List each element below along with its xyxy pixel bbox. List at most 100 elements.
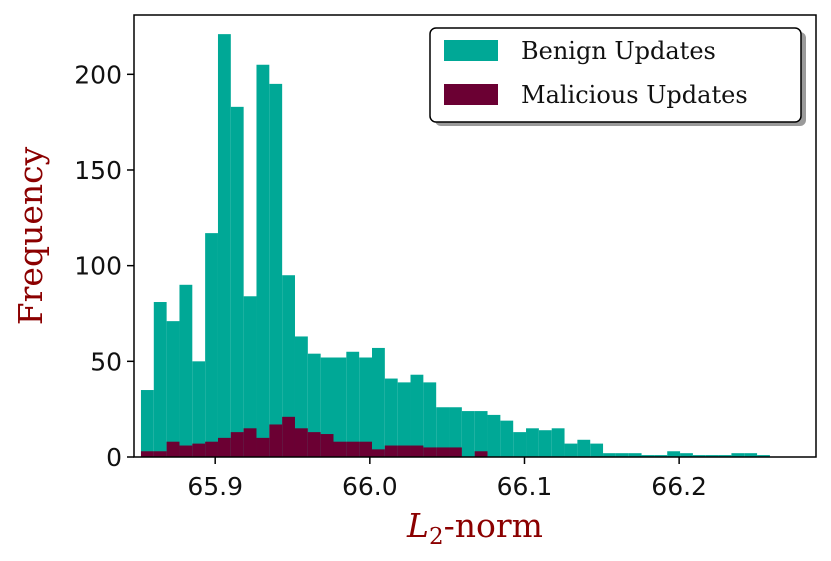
benign-bar xyxy=(500,420,514,457)
benign-bar xyxy=(551,428,565,457)
malicious-bar xyxy=(179,445,193,457)
malicious-bar xyxy=(217,437,231,457)
benign-bar xyxy=(384,378,398,457)
benign-bar xyxy=(346,351,360,457)
legend: Benign Updates Malicious Updates xyxy=(429,27,806,126)
benign-bar xyxy=(256,64,270,458)
benign-bar xyxy=(538,430,552,457)
malicious-bar xyxy=(384,445,398,457)
benign-bar xyxy=(307,353,321,457)
benign-bar xyxy=(153,302,167,457)
y-tick-label: 200 xyxy=(74,60,122,89)
benign-bar xyxy=(320,357,334,457)
benign-bar xyxy=(757,455,770,457)
benign-bar xyxy=(166,321,180,457)
x-axis-title: L2-norm xyxy=(406,506,543,550)
benign-bar xyxy=(603,453,616,457)
benign-bar xyxy=(449,407,462,457)
benign-bar xyxy=(474,411,488,457)
benign-bar xyxy=(423,382,437,457)
benign-bar xyxy=(294,336,308,457)
benign-bar xyxy=(333,357,347,457)
malicious-bar xyxy=(294,428,308,457)
benign-bars xyxy=(140,34,770,458)
benign-bar xyxy=(192,361,206,457)
benign-bar xyxy=(397,382,411,457)
benign-bar xyxy=(705,455,719,457)
benign-bar xyxy=(372,347,385,457)
malicious-bar xyxy=(423,447,437,457)
y-tick-label: 50 xyxy=(90,347,122,376)
benign-bar xyxy=(692,455,706,457)
benign-bar xyxy=(359,357,373,457)
x-tick-label: 66.2 xyxy=(651,472,707,501)
malicious-bar xyxy=(372,449,385,457)
malicious-bar xyxy=(205,441,218,457)
benign-bar xyxy=(564,443,578,457)
benign-bar xyxy=(731,453,745,457)
benign-bar xyxy=(179,284,193,457)
malicious-bar xyxy=(256,437,270,457)
malicious-bar xyxy=(320,434,334,457)
malicious-bar xyxy=(333,441,347,457)
legend-box xyxy=(429,27,802,123)
malicious-bar xyxy=(436,447,450,457)
legend-swatch-benign xyxy=(444,40,498,61)
benign-bar xyxy=(461,411,475,457)
benign-bar xyxy=(718,455,732,457)
x-axis-ticks: 65.9 66.0 66.1 66.2 xyxy=(187,457,707,501)
x-axis-title-subscript: 2 xyxy=(429,524,444,550)
x-axis-title-suffix: -norm xyxy=(444,506,543,545)
benign-bar xyxy=(487,414,501,457)
benign-bar xyxy=(577,439,591,457)
benign-bar xyxy=(140,390,154,457)
malicious-bar xyxy=(192,443,206,457)
benign-bar xyxy=(513,432,527,457)
x-tick-label: 65.9 xyxy=(187,472,243,501)
x-axis-title-main: L xyxy=(406,506,429,545)
y-tick-label: 150 xyxy=(74,156,122,185)
y-axis-title: Frequency xyxy=(11,146,50,325)
malicious-bar xyxy=(410,445,424,457)
benign-bar xyxy=(205,233,218,457)
y-axis-ticks: 0 50 100 150 200 xyxy=(74,60,134,472)
malicious-bar xyxy=(397,445,411,457)
y-tick-label: 100 xyxy=(74,252,122,281)
malicious-bar xyxy=(346,441,360,457)
benign-bar xyxy=(243,296,257,457)
malicious-bars xyxy=(140,416,488,457)
benign-bar xyxy=(282,275,295,457)
benign-bar xyxy=(590,443,604,457)
legend-label-malicious: Malicious Updates xyxy=(521,81,748,109)
plot-frame xyxy=(133,14,817,458)
benign-bar xyxy=(436,407,450,457)
malicious-bar xyxy=(166,441,180,457)
malicious-bar xyxy=(359,441,373,457)
benign-bar xyxy=(269,83,283,457)
malicious-bar xyxy=(449,447,462,457)
malicious-bar xyxy=(243,428,257,457)
y-tick-label: 0 xyxy=(106,443,122,472)
benign-bar xyxy=(628,453,642,457)
benign-bar xyxy=(680,453,693,457)
malicious-bar xyxy=(230,432,244,457)
benign-bar xyxy=(654,455,668,457)
x-tick-label: 66.0 xyxy=(342,472,398,501)
x-tick-label: 66.1 xyxy=(497,472,553,501)
malicious-bar xyxy=(282,416,295,457)
benign-bar xyxy=(217,34,231,458)
benign-bar xyxy=(615,453,629,457)
malicious-bar xyxy=(269,424,283,457)
benign-bar xyxy=(744,453,758,457)
legend-label-benign: Benign Updates xyxy=(521,37,716,65)
benign-bar xyxy=(526,428,539,457)
malicious-bar xyxy=(307,432,321,457)
benign-bar xyxy=(230,106,244,458)
legend-swatch-malicious xyxy=(444,84,498,105)
malicious-bar xyxy=(474,451,488,457)
benign-bar xyxy=(667,451,681,457)
malicious-bar xyxy=(153,451,167,457)
benign-bar xyxy=(410,374,424,457)
benign-bar xyxy=(641,455,655,457)
